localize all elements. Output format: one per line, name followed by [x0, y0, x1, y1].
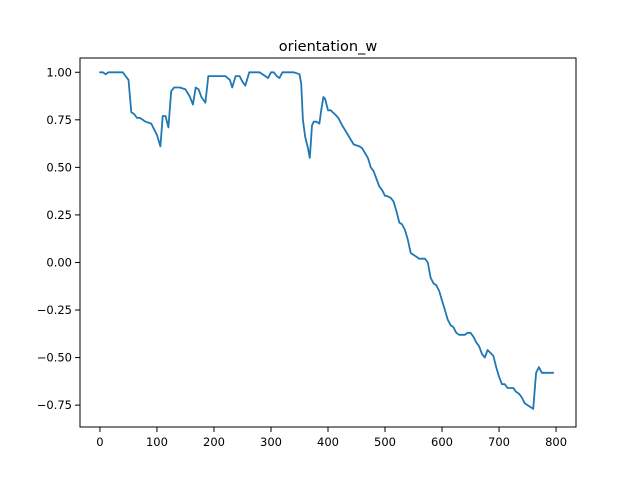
y-tick-label: 0.00: [46, 255, 72, 269]
x-tick-label: 200: [203, 435, 225, 449]
x-tick-label: 400: [317, 435, 339, 449]
x-tick-label: 300: [260, 435, 282, 449]
chart-title: orientation_w: [279, 39, 378, 55]
y-tick-label: 0.25: [46, 208, 72, 222]
y-tick-label: 0.75: [46, 113, 72, 127]
x-tick-label: 0: [96, 435, 103, 449]
x-tick-label: 100: [146, 435, 168, 449]
series-line: [99, 71, 555, 410]
x-tick-label: 600: [431, 435, 453, 449]
y-tick-label: −0.50: [37, 351, 72, 365]
x-tick-label: 700: [488, 435, 510, 449]
y-tick-label: −0.75: [37, 398, 72, 412]
y-tick-label: −0.25: [37, 303, 72, 317]
series-layer: [99, 71, 555, 410]
plot-area: [80, 58, 576, 427]
x-axis: 0 100 200 300 400 500 600 700 800: [96, 427, 567, 449]
y-tick-label: 1.00: [46, 65, 72, 79]
y-tick-label: 0.50: [46, 160, 72, 174]
x-tick-label: 800: [545, 435, 567, 449]
y-axis: −0.75 −0.50 −0.25 0.00 0.25 0.50 0.75 1.00: [37, 65, 80, 412]
plot-background: [80, 58, 576, 427]
x-tick-label: 500: [374, 435, 396, 449]
axes-frame: [79, 57, 577, 428]
